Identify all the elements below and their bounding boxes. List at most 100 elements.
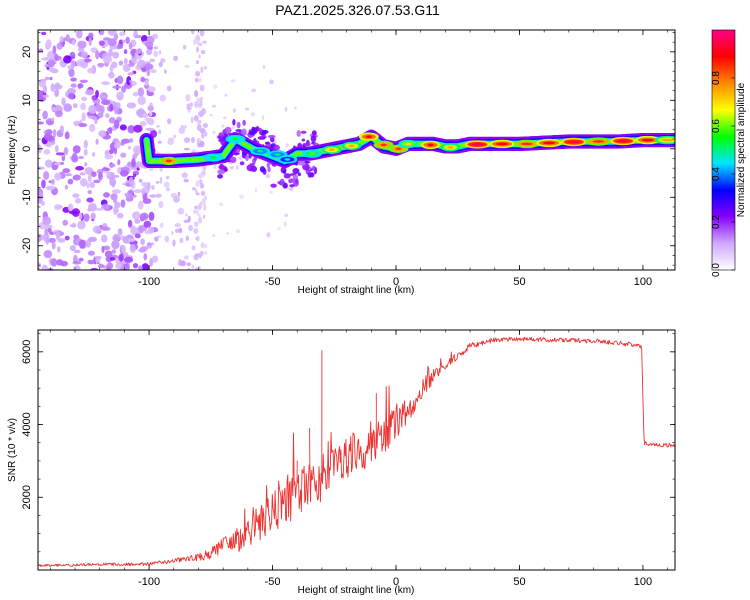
noise-blob <box>254 188 258 193</box>
noise-blob <box>94 207 105 211</box>
noise-blob <box>130 227 140 236</box>
noise-blob <box>238 155 243 161</box>
noise-blob <box>155 180 160 184</box>
noise-blob <box>151 185 155 191</box>
noise-blob <box>182 44 187 50</box>
ridge-scatter <box>289 184 295 188</box>
noise-blob <box>101 245 105 254</box>
noise-blob <box>262 65 266 70</box>
noise-blob <box>203 195 208 201</box>
noise-blob <box>148 119 154 126</box>
snr-x-tick-label: -50 <box>265 576 281 588</box>
noise-blob <box>212 130 216 135</box>
noise-blob <box>143 220 152 228</box>
ridge-hotspot-core <box>661 138 674 142</box>
noise-blob <box>196 97 201 104</box>
ridge-hotspot-core <box>257 149 264 153</box>
noise-blob <box>235 229 241 234</box>
noise-blob <box>158 129 162 135</box>
noise-blob <box>109 103 114 112</box>
noise-blob <box>126 102 137 109</box>
noise-blob <box>140 76 146 83</box>
noise-blob <box>142 112 149 119</box>
noise-blob <box>84 89 94 96</box>
noise-blob <box>195 253 199 258</box>
noise-blob <box>194 205 198 210</box>
noise-blob <box>179 260 186 267</box>
noise-blob <box>69 245 76 252</box>
noise-blob <box>204 131 208 137</box>
noise-blob <box>201 108 206 115</box>
noise-blob <box>102 55 113 64</box>
noise-blob <box>284 213 289 218</box>
ridge-hotspot-core <box>471 143 484 146</box>
noise-blob <box>197 213 201 217</box>
noise-blob <box>44 76 50 81</box>
noise-blob <box>69 224 77 228</box>
ridge-scatter <box>257 136 266 140</box>
noise-blob <box>51 117 55 122</box>
noise-blob <box>132 91 139 97</box>
noise-blob <box>120 244 127 254</box>
noise-blob <box>38 121 44 125</box>
noise-blob <box>138 265 143 270</box>
noise-blob <box>111 189 121 194</box>
ridge-scatter <box>295 178 299 184</box>
noise-blob <box>244 107 250 111</box>
noise-blob <box>112 85 122 89</box>
noise-blob <box>192 187 196 191</box>
noise-blob <box>60 161 65 165</box>
noise-blob <box>266 232 271 238</box>
noise-blob <box>119 124 127 131</box>
noise-blob <box>139 120 147 127</box>
noise-blob <box>136 167 140 171</box>
noise-blob <box>42 216 52 226</box>
noise-blob <box>198 54 201 59</box>
noise-blob <box>164 235 170 243</box>
noise-blob <box>194 77 199 83</box>
ridge-hotspot-core <box>520 142 533 146</box>
noise-blob <box>261 115 265 120</box>
noise-blob <box>120 170 129 177</box>
noise-blob <box>112 51 120 59</box>
noise-blob <box>47 60 57 65</box>
noise-blob <box>167 139 174 145</box>
noise-blob <box>52 45 57 55</box>
noise-blob <box>55 259 64 266</box>
spectrogram-y-tick-label: -10 <box>21 189 33 205</box>
snr-y-tick-label: 4000 <box>21 412 33 436</box>
ridge-scatter <box>251 126 256 132</box>
noise-blob <box>178 127 186 135</box>
ridge-scatter <box>307 172 313 178</box>
noise-blob <box>54 204 62 211</box>
ridge-scatter <box>311 130 317 136</box>
snr-panel: -100 -50 0 50 100 2000 4000 6000 Height of str… <box>7 329 676 596</box>
noise-blob <box>127 72 135 76</box>
noise-blob <box>97 171 103 181</box>
ridge-scatter <box>300 130 307 134</box>
noise-blob <box>95 90 99 98</box>
noise-blob <box>117 228 123 236</box>
noise-blob <box>67 178 74 185</box>
noise-blob <box>159 222 164 228</box>
colorbar-tick-label: 0.0 <box>711 263 722 277</box>
noise-blob <box>195 236 199 241</box>
noise-blob <box>101 203 110 210</box>
noise-blob <box>87 190 92 195</box>
noise-blob <box>38 145 42 154</box>
ridge-scatter <box>242 119 246 126</box>
noise-blob <box>148 211 155 221</box>
noise-blob <box>63 55 72 64</box>
noise-blob <box>52 128 57 138</box>
noise-blob <box>141 182 149 187</box>
noise-blob <box>81 112 86 122</box>
ridge-hotspot-core <box>232 137 239 141</box>
ridge-hotspot-core <box>274 153 281 156</box>
spectrogram-x-tick-label: -50 <box>265 276 281 288</box>
noise-blob <box>235 165 239 170</box>
noise-blob <box>54 53 59 62</box>
noise-blob <box>146 48 153 56</box>
noise-blob <box>87 202 97 212</box>
ridge-scatter <box>255 126 260 132</box>
noise-blob <box>116 91 124 101</box>
